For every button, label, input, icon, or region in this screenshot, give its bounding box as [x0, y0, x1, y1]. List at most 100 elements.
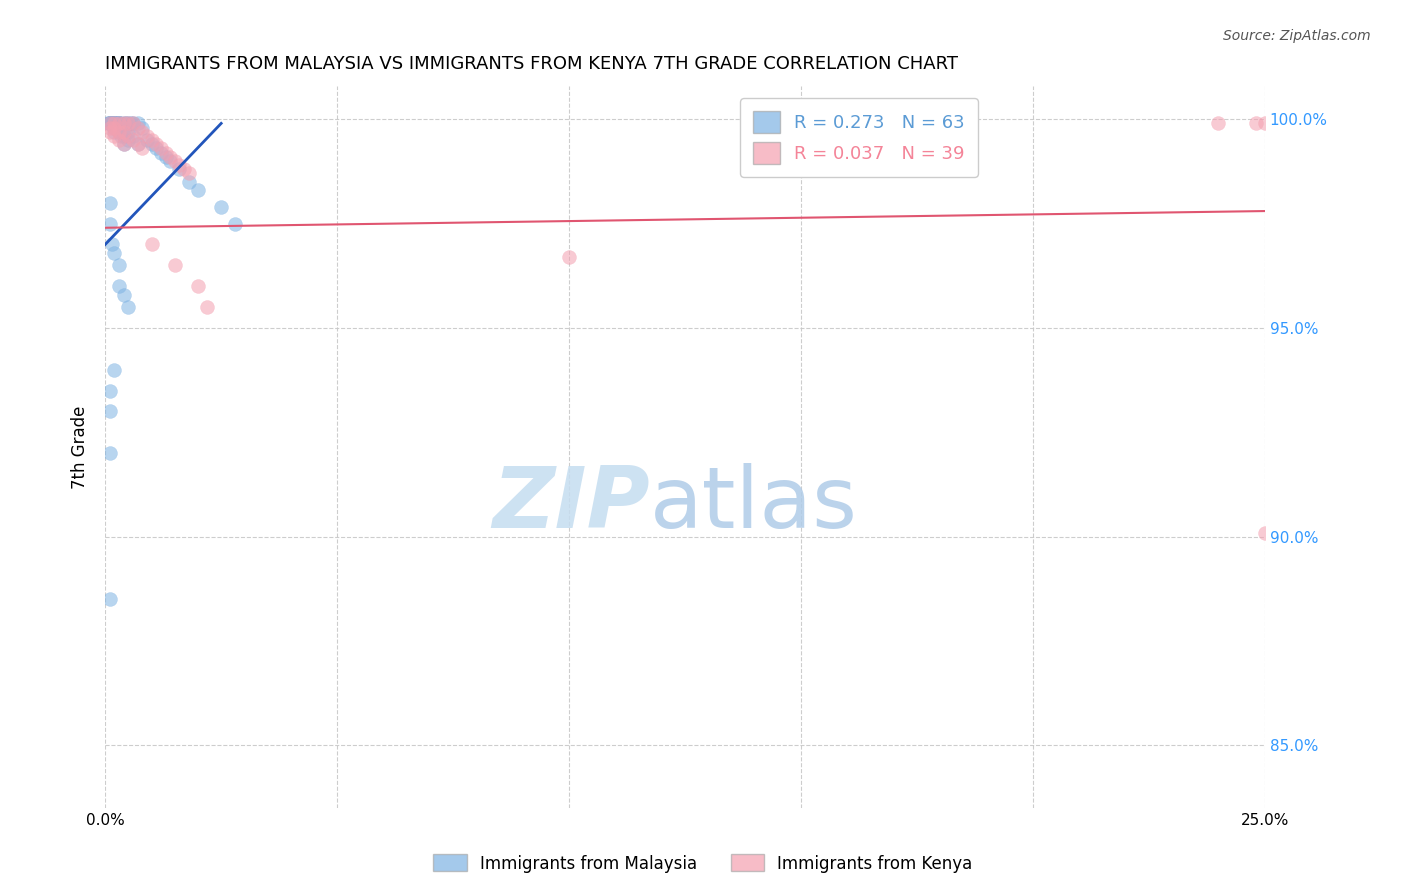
Point	[112, 137, 135, 152]
Y-axis label: 7th Grade: 7th Grade	[72, 405, 89, 489]
Point	[141, 237, 163, 252]
Point	[100, 116, 122, 130]
Text: atlas: atlas	[650, 463, 858, 546]
Point	[103, 116, 125, 130]
Point	[224, 217, 246, 231]
Point	[108, 120, 131, 135]
Point	[98, 446, 121, 460]
Text: ZIP: ZIP	[492, 463, 650, 546]
Point	[108, 125, 131, 139]
Point	[98, 125, 121, 139]
Point	[98, 195, 121, 210]
Point	[98, 116, 121, 130]
Point	[112, 137, 135, 152]
Point	[103, 116, 125, 130]
Point	[103, 128, 125, 143]
Point	[145, 141, 167, 155]
Point	[108, 116, 131, 130]
Point	[141, 137, 163, 152]
Point	[136, 133, 159, 147]
Point	[159, 153, 181, 168]
Point	[163, 153, 186, 168]
Point	[112, 120, 135, 135]
Point	[104, 116, 127, 130]
Point	[105, 116, 128, 130]
Point	[195, 300, 218, 314]
Point	[120, 116, 142, 130]
Point	[108, 116, 131, 130]
Point	[98, 592, 121, 607]
Point	[127, 137, 149, 152]
Text: IMMIGRANTS FROM MALAYSIA VS IMMIGRANTS FROM KENYA 7TH GRADE CORRELATION CHART: IMMIGRANTS FROM MALAYSIA VS IMMIGRANTS F…	[105, 55, 959, 73]
Point	[108, 279, 131, 293]
Point	[122, 133, 145, 147]
Point	[131, 141, 153, 155]
Point	[173, 162, 195, 177]
Point	[108, 258, 131, 272]
Point	[103, 116, 125, 130]
Point	[149, 141, 172, 155]
Point	[187, 183, 209, 197]
Point	[131, 125, 153, 139]
Point	[98, 116, 121, 130]
Point	[155, 145, 177, 160]
Point	[108, 116, 131, 130]
Point	[115, 116, 138, 130]
Point	[163, 258, 186, 272]
Point	[127, 137, 149, 152]
Point	[103, 362, 125, 376]
Point	[108, 133, 131, 147]
Point	[1244, 116, 1267, 130]
Legend: R = 0.273   N = 63, R = 0.037   N = 39: R = 0.273 N = 63, R = 0.037 N = 39	[740, 98, 977, 177]
Point	[1254, 525, 1277, 540]
Point	[103, 245, 125, 260]
Point	[149, 145, 172, 160]
Point	[110, 128, 132, 143]
Point	[117, 116, 139, 130]
Point	[112, 128, 135, 143]
Point	[112, 125, 135, 139]
Point	[112, 287, 135, 301]
Point	[112, 116, 135, 130]
Point	[169, 158, 191, 172]
Point	[131, 120, 153, 135]
Point	[122, 116, 145, 130]
Point	[101, 116, 124, 130]
Point	[98, 116, 121, 130]
Point	[169, 162, 191, 177]
Point	[141, 133, 163, 147]
Point	[159, 150, 181, 164]
Point	[122, 116, 145, 130]
Point	[177, 175, 200, 189]
Point	[108, 116, 131, 130]
Point	[103, 116, 125, 130]
Point	[558, 250, 581, 264]
Point	[122, 128, 145, 143]
Point	[98, 217, 121, 231]
Point	[97, 116, 120, 130]
Point	[103, 120, 125, 135]
Point	[101, 116, 124, 130]
Point	[177, 166, 200, 180]
Point	[155, 150, 177, 164]
Legend: Immigrants from Malaysia, Immigrants from Kenya: Immigrants from Malaysia, Immigrants fro…	[427, 847, 979, 880]
Point	[103, 116, 125, 130]
Point	[145, 137, 167, 152]
Point	[1208, 116, 1230, 130]
Point	[105, 116, 128, 130]
Point	[187, 279, 209, 293]
Point	[98, 116, 121, 130]
Point	[98, 384, 121, 398]
Point	[117, 133, 139, 147]
Point	[98, 120, 121, 135]
Point	[117, 300, 139, 314]
Point	[103, 120, 125, 135]
Point	[112, 116, 135, 130]
Point	[209, 200, 232, 214]
Point	[117, 128, 139, 143]
Point	[127, 116, 149, 130]
Point	[117, 116, 139, 130]
Text: Source: ZipAtlas.com: Source: ZipAtlas.com	[1223, 29, 1371, 43]
Point	[108, 125, 131, 139]
Point	[98, 404, 121, 418]
